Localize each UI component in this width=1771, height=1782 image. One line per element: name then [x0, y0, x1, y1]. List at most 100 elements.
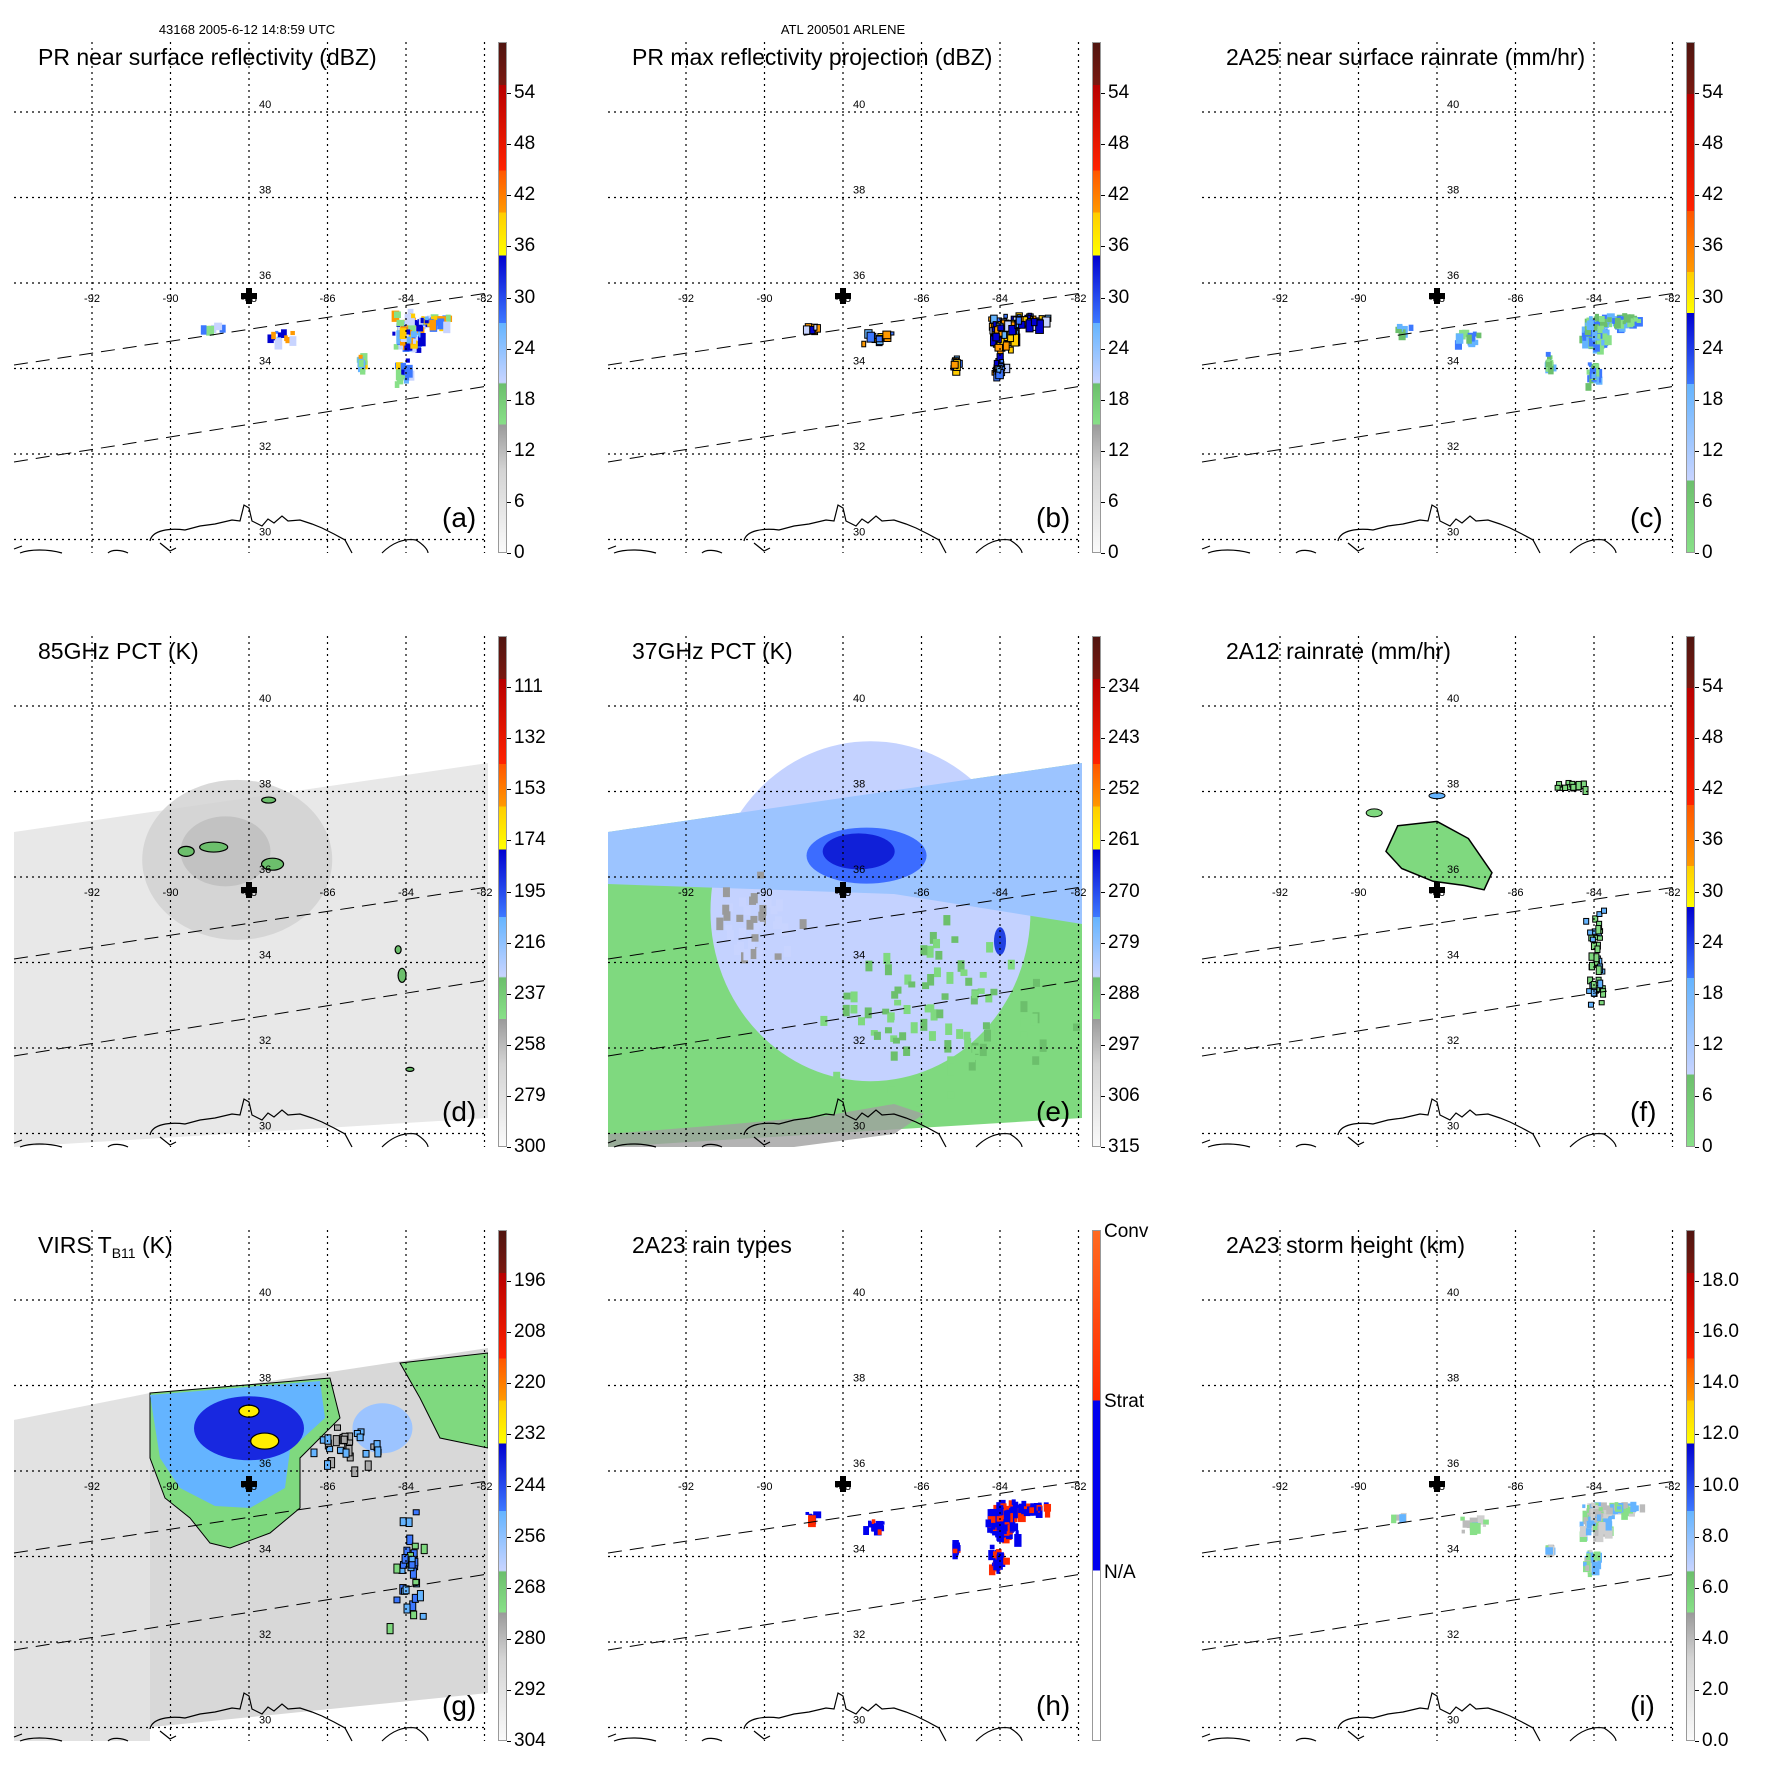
pixel	[865, 960, 873, 972]
colorbar-label: 24	[1702, 931, 1724, 953]
storm-center-icon	[835, 882, 851, 898]
colorbar-label: 279	[514, 1084, 546, 1106]
panel-letter: (c)	[1630, 502, 1663, 533]
colorbar-tick	[1101, 93, 1105, 95]
rain-cell	[1468, 341, 1476, 348]
pixel	[1030, 1013, 1038, 1026]
cloud-cell	[362, 1449, 370, 1458]
colorbar-tick	[507, 993, 511, 995]
pixel	[928, 1031, 936, 1041]
colorbar-tick	[1101, 1044, 1105, 1046]
rain-cell	[1009, 1522, 1015, 1532]
colorbar-label: 234	[1108, 676, 1140, 698]
colorbar-label: 36	[514, 235, 536, 257]
colorbar-label: 48	[1108, 133, 1130, 155]
colorbar-label: 36	[1702, 829, 1724, 851]
cold-top	[250, 1432, 280, 1450]
colorbar-label: 30	[514, 286, 536, 308]
rain-cell	[404, 375, 410, 381]
rain-cell	[1397, 1515, 1401, 1521]
coastline	[607, 1692, 1023, 1742]
lon-label: -84	[992, 1481, 1008, 1493]
rain-cell	[890, 331, 895, 336]
pr-swath-edges	[1201, 886, 1677, 1057]
storm-center-icon	[1429, 882, 1445, 898]
colorbar	[1686, 1230, 1695, 1741]
pixel	[908, 981, 916, 988]
rain-cell	[395, 362, 403, 370]
rain-cell	[1014, 1534, 1022, 1547]
pixel	[920, 945, 928, 956]
rain-cell	[1591, 373, 1596, 379]
pixel	[759, 904, 767, 916]
colorbar-label: 196	[514, 1270, 546, 1292]
colorbar-label: 18	[1702, 388, 1724, 410]
colorbar-label: 6.0	[1702, 1576, 1729, 1598]
lon-label: -82	[1071, 1481, 1087, 1493]
rain-cell	[404, 342, 413, 351]
rain-cell	[404, 314, 412, 326]
pixel	[749, 896, 757, 905]
rain-cell	[1545, 351, 1551, 357]
pixel	[926, 945, 934, 958]
rain-cell	[407, 308, 414, 316]
storm-center-icon	[241, 288, 257, 304]
rain-cell	[1554, 784, 1561, 791]
coastline	[1201, 504, 1617, 554]
rain-cell	[1589, 1549, 1593, 1553]
lat-label: 34	[853, 950, 865, 962]
rain-cell	[1592, 1504, 1598, 1509]
colorbar-label: 237	[514, 982, 546, 1004]
pixel	[979, 971, 987, 978]
pixel	[904, 974, 912, 985]
rain-cell	[1476, 1515, 1485, 1525]
colorbar-tick	[507, 1044, 511, 1046]
rain-cell	[996, 1516, 1004, 1526]
colorbar-tick	[507, 1147, 511, 1148]
rain-cell	[1579, 1526, 1588, 1538]
pixel	[1007, 959, 1015, 970]
lat-label: 38	[853, 779, 865, 791]
colorbar-label: 6	[1702, 490, 1713, 512]
lat-label: 36	[853, 1458, 865, 1470]
cold-blob	[260, 857, 285, 871]
rain-cell	[1001, 331, 1008, 339]
panel-title-text: VIRS T	[38, 1232, 112, 1258]
colorbar-label: 244	[514, 1474, 546, 1496]
pr-swath-edge	[1201, 1573, 1677, 1651]
graticule	[14, 42, 488, 553]
pixel	[850, 991, 858, 1003]
pixel	[986, 942, 994, 953]
cloud-cell	[412, 1579, 420, 1586]
colorbar-label: 54	[1702, 676, 1724, 698]
colorbar-tick	[1101, 144, 1105, 146]
colorbar-label: 42	[514, 184, 536, 206]
imagery-layer	[14, 763, 488, 1147]
imagery-layer	[1391, 1501, 1646, 1578]
rain-cell	[992, 1509, 999, 1520]
lon-label: -84	[992, 887, 1008, 899]
colorbar-tick	[1695, 195, 1699, 197]
lat-label: 40	[1447, 1287, 1459, 1299]
colorbar-tick	[1101, 246, 1105, 248]
rain-cell	[1015, 1530, 1019, 1536]
colorbar-label: 252	[1108, 778, 1140, 800]
rain-cell	[358, 360, 364, 367]
colorbar-tick	[507, 1434, 511, 1436]
colorbar	[498, 1230, 507, 1741]
lat-label: 40	[259, 693, 271, 705]
rain-cell	[995, 1549, 1002, 1555]
lat-label: 38	[259, 1373, 271, 1385]
rain-cell	[1593, 1551, 1601, 1561]
rain-cell	[1017, 1508, 1026, 1523]
rain-cell	[1601, 1510, 1609, 1519]
cloud-cell	[419, 1612, 427, 1620]
colorbar	[498, 636, 507, 1147]
pixel	[716, 917, 724, 931]
colorbar-tick	[1695, 1332, 1699, 1334]
panel-title: 37GHz PCT (K)	[632, 638, 793, 665]
rain-cell	[1604, 335, 1612, 346]
colorbar-tick	[507, 840, 511, 842]
lat-label: 34	[853, 1544, 865, 1556]
